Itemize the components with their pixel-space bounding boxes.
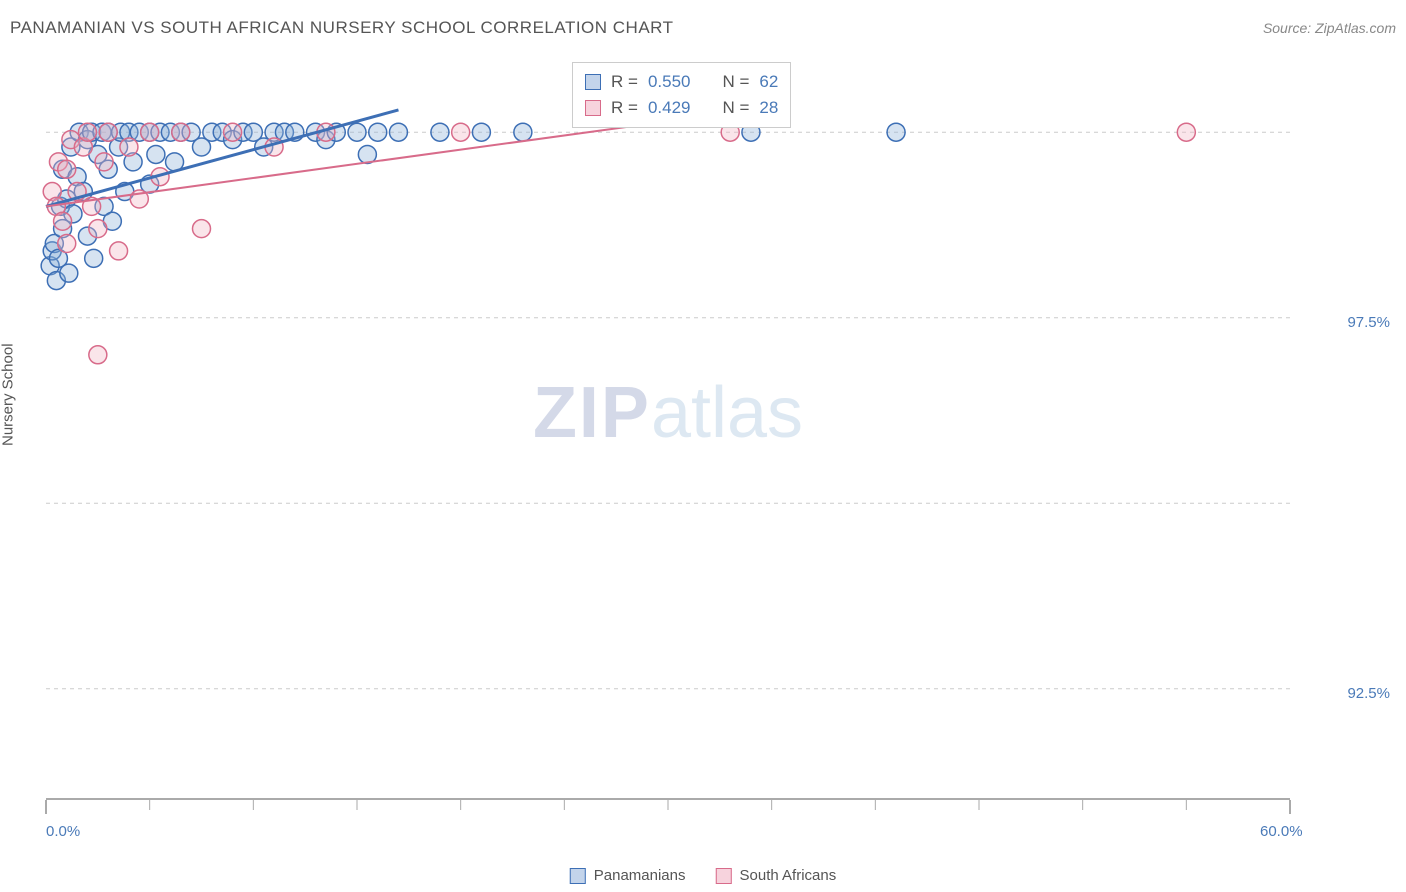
scatter-point	[95, 153, 113, 171]
scatter-point	[54, 212, 72, 230]
n-label: N =	[722, 72, 749, 92]
legend-swatch	[570, 868, 586, 884]
n-value: 28	[759, 98, 778, 118]
n-value: 62	[759, 72, 778, 92]
r-label: R =	[611, 98, 638, 118]
r-value: 0.429	[648, 98, 691, 118]
scatter-point	[1177, 123, 1195, 141]
scatter-point	[110, 242, 128, 260]
r-label: R =	[611, 72, 638, 92]
legend-item: Panamanians	[570, 867, 686, 884]
chart-source: Source: ZipAtlas.com	[1263, 20, 1396, 36]
scatter-point	[389, 123, 407, 141]
stats-row: R = 0.429 N = 28	[585, 95, 778, 121]
scatter-point	[514, 123, 532, 141]
scatter-point	[120, 138, 138, 156]
scatter-point	[887, 123, 905, 141]
scatter-point	[89, 346, 107, 364]
scatter-point	[60, 264, 78, 282]
r-value: 0.550	[648, 72, 691, 92]
scatter-point	[348, 123, 366, 141]
scatter-point	[193, 220, 211, 238]
scatter-point	[85, 249, 103, 267]
legend-item: South Africans	[716, 867, 837, 884]
x-tick-label: 0.0%	[46, 823, 80, 840]
scatter-point	[147, 145, 165, 163]
scatter-point	[431, 123, 449, 141]
scatter-point	[452, 123, 470, 141]
scatter-point	[172, 123, 190, 141]
series-swatch	[585, 100, 601, 116]
x-tick-label: 60.0%	[1260, 823, 1303, 840]
chart-title: PANAMANIAN VS SOUTH AFRICAN NURSERY SCHO…	[10, 18, 674, 38]
stats-box: R = 0.550 N = 62 R = 0.429 N = 28	[572, 62, 791, 128]
scatter-point	[89, 220, 107, 238]
legend-swatch	[716, 868, 732, 884]
legend-label: South Africans	[740, 867, 837, 884]
chart-header: PANAMANIAN VS SOUTH AFRICAN NURSERY SCHO…	[10, 18, 1396, 38]
scatter-point	[369, 123, 387, 141]
legend-label: Panamanians	[594, 867, 686, 884]
scatter-point	[472, 123, 490, 141]
scatter-point	[99, 123, 117, 141]
stats-row: R = 0.550 N = 62	[585, 69, 778, 95]
scatter-point	[58, 235, 76, 253]
scatter-point	[224, 123, 242, 141]
scatter-chart-svg	[46, 58, 1290, 800]
scatter-point	[78, 123, 96, 141]
scatter-point	[141, 123, 159, 141]
y-tick-label: 97.5%	[1347, 314, 1390, 331]
chart-legend: Panamanians South Africans	[570, 867, 836, 884]
y-tick-label: 92.5%	[1347, 685, 1390, 702]
series-swatch	[585, 74, 601, 90]
y-axis-label: Nursery School	[0, 343, 17, 446]
n-label: N =	[722, 98, 749, 118]
chart-plot-area: ZIPatlas R =0.550N =62R =0.429N =28	[46, 58, 1290, 800]
scatter-point	[58, 160, 76, 178]
